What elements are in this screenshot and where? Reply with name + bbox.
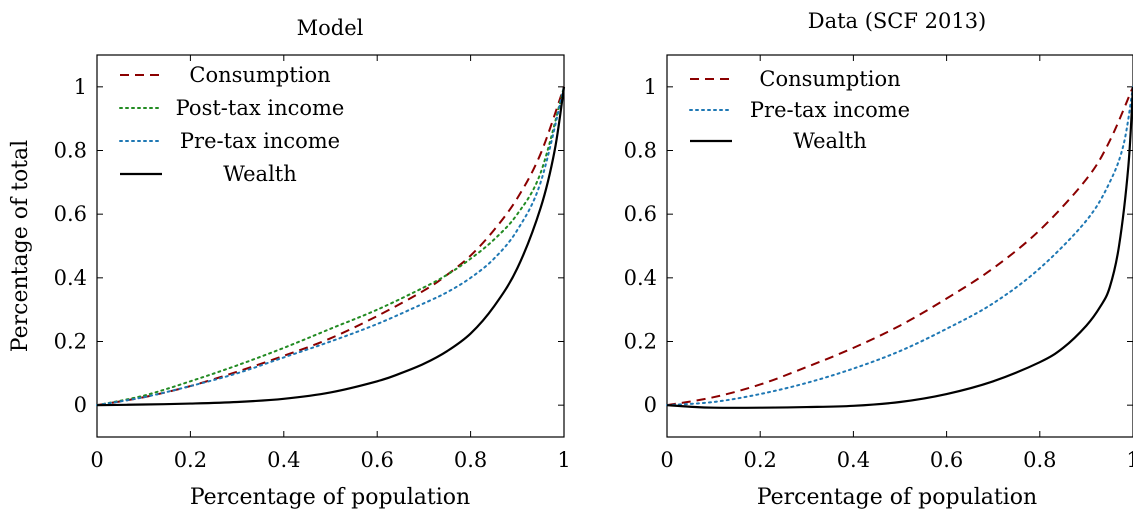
x-tick-label: 0.2 <box>743 448 776 472</box>
legend-label-pre-tax-income: Pre-tax income <box>180 129 340 153</box>
y-tick-label: 1 <box>74 75 87 99</box>
y-tick-label: 0.8 <box>624 139 657 163</box>
axis-ticks: 0 0.2 0.4 0.6 0.8 1 0 0.2 0.4 0.6 0.8 1 <box>54 55 571 472</box>
chart-title: Model <box>297 16 364 40</box>
model-chart-panel: Model 0 0.2 0.4 0.6 0.8 1 0 0.2 0.4 0.6 0.8 1 Perce… <box>8 16 571 510</box>
plot-frame <box>666 54 1133 438</box>
series-line-consumption <box>666 86 1133 407</box>
x-tick-label: 1 <box>1126 448 1133 472</box>
x-tick-label: 0.4 <box>267 448 300 472</box>
y-tick-label: 0.6 <box>624 202 657 226</box>
data-scf-2013-chart-panel: Data (SCF 2013) 0 0.2 0.4 0.6 0.8 1 0 0.2 0.4 0.6… <box>624 9 1133 510</box>
legend-label-consumption: Consumption <box>189 63 330 87</box>
axis-ticks: 0 0.2 0.4 0.6 0.8 1 0 0.2 0.4 0.6 0.8 1 <box>624 55 1133 472</box>
y-axis-label: Percentage of total <box>8 140 33 352</box>
series-line-post-tax-income <box>96 85 565 407</box>
x-axis-label: Percentage of population <box>757 485 1037 510</box>
legend-label-post-tax-income: Post-tax income <box>176 96 345 120</box>
series-line-wealth <box>96 86 566 407</box>
legend-label-consumption: Consumption <box>759 67 900 91</box>
y-tick-label: 1 <box>644 75 657 99</box>
x-tick-label: 0.6 <box>360 448 393 472</box>
series-line-pre-tax-income <box>96 85 565 407</box>
legend: Consumption Pre-tax income Wealth <box>689 67 910 153</box>
series-line-wealth <box>666 86 1133 409</box>
y-tick-label: 0.6 <box>54 202 87 226</box>
legend-label-pre-tax-income: Pre-tax income <box>750 98 910 122</box>
y-tick-label: 0.4 <box>624 266 657 290</box>
chart-title: Data (SCF 2013) <box>808 9 987 33</box>
y-tick-label: 0 <box>74 393 87 417</box>
y-tick-label: 0.2 <box>54 330 87 354</box>
x-tick-label: 0.8 <box>1023 448 1056 472</box>
y-tick-label: 0.2 <box>624 330 657 354</box>
series-line-pre-tax-income <box>666 85 1133 407</box>
x-tick-label: 0.8 <box>454 448 487 472</box>
x-tick-label: 0 <box>90 448 103 472</box>
series-lines <box>666 85 1133 409</box>
y-tick-label: 0.8 <box>54 139 87 163</box>
plot-frame <box>96 54 565 438</box>
y-tick-label: 0.4 <box>54 266 87 290</box>
legend: Consumption Post-tax income Pre-tax income… <box>119 63 345 186</box>
series-line-consumption <box>96 86 565 407</box>
x-tick-label: 1 <box>557 448 570 472</box>
x-tick-label: 0.2 <box>174 448 207 472</box>
series-lines <box>96 85 566 407</box>
x-tick-label: 0.4 <box>837 448 870 472</box>
x-axis-label: Percentage of population <box>190 485 470 510</box>
y-tick-label: 0 <box>644 393 657 417</box>
x-tick-label: 0 <box>660 448 673 472</box>
legend-label-wealth: Wealth <box>793 129 867 153</box>
x-tick-label: 0.6 <box>930 448 963 472</box>
legend-label-wealth: Wealth <box>223 162 297 186</box>
